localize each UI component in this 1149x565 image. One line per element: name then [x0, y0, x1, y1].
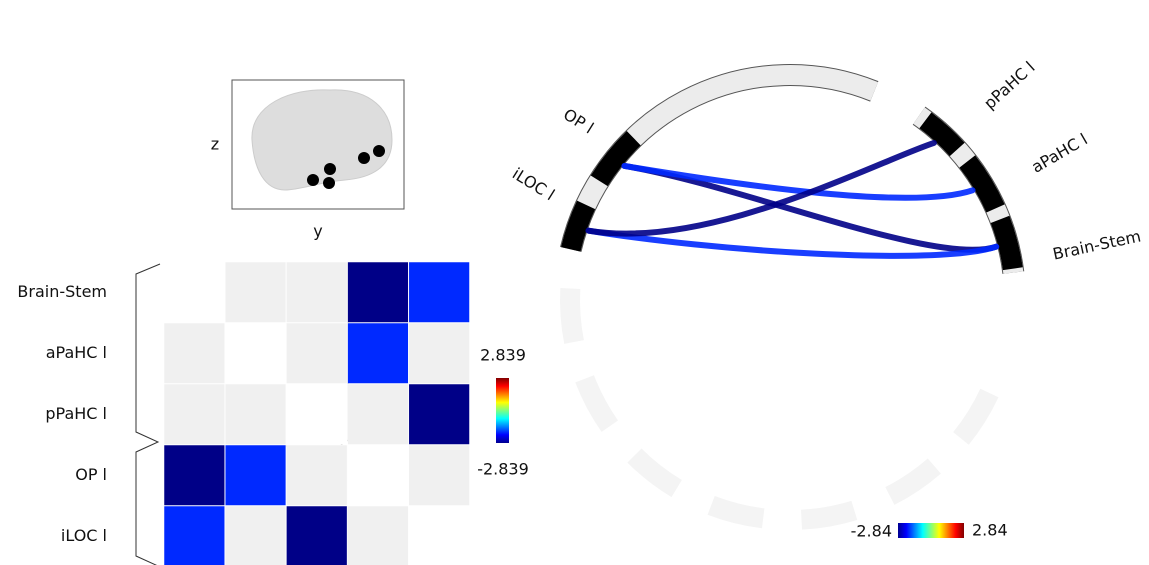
ring-segment	[585, 379, 610, 426]
link	[624, 166, 996, 250]
heatmap-cell	[225, 445, 286, 506]
heatmap-cell	[409, 384, 470, 445]
colorbar-label: 2.839	[480, 346, 526, 365]
ring-segment	[634, 456, 676, 489]
node-label: iLOC l	[509, 164, 558, 205]
heatmap-cell	[348, 262, 409, 323]
row-label: pPaHC l	[45, 404, 107, 423]
node-label: pPaHC l	[980, 58, 1039, 113]
roi-dot	[323, 177, 335, 189]
heatmap-cell	[164, 506, 225, 565]
row-label: Brain-Stem	[17, 282, 107, 301]
figure: z y Brain-StemaPaHC lpPaHC lOP liLOC l2.…	[0, 0, 1149, 565]
roi-dot	[358, 152, 370, 164]
heatmap-cell	[286, 323, 347, 384]
axis-label: y	[313, 222, 322, 241]
node-segment	[1000, 219, 1013, 268]
colorbar	[898, 523, 964, 538]
heatmap-cell	[348, 323, 409, 384]
heatmap-cell	[348, 384, 409, 445]
roi-dot	[307, 174, 319, 186]
heatmap-cell	[164, 445, 225, 506]
ring-segment	[961, 393, 989, 438]
heatmap-cell	[164, 384, 225, 445]
colorbar-label: -2.839	[477, 460, 529, 479]
link	[624, 166, 972, 198]
heatmap-cell	[286, 506, 347, 565]
axis-label: z	[211, 135, 219, 154]
brain-panel: z y	[211, 80, 404, 241]
heatmap-cell	[409, 262, 470, 323]
heatmap-cell	[409, 323, 470, 384]
connectogram: iLOC lOP l pPaHC l aPaHC l Brain-Stem -2.84 2…	[509, 58, 1143, 541]
node-label: Brain-Stem	[1051, 226, 1143, 263]
colorbar-label: 2.84	[972, 521, 1008, 540]
ring-segment	[570, 288, 574, 341]
heatmap-cell	[225, 323, 286, 384]
heatmap-cell	[286, 384, 347, 445]
heatmap-cell	[348, 506, 409, 565]
heatmap-cell	[225, 262, 286, 323]
brace	[136, 264, 160, 565]
node-label: aPaHC l	[1028, 130, 1091, 177]
colorbar	[496, 378, 509, 443]
node-label: OP l	[560, 105, 597, 138]
heatmap-cell	[225, 506, 286, 565]
row-label: aPaHC l	[46, 343, 107, 362]
heatmap: Brain-Stem aPaHC l pPaHC l OP l iLOC l 2.839 -…	[17, 262, 528, 565]
heatmap-cell	[409, 445, 470, 506]
heatmap-cell	[286, 445, 347, 506]
heatmap-cell	[164, 323, 225, 384]
heatmap-cell	[409, 506, 470, 565]
heatmap-cell	[164, 262, 225, 323]
heatmap-cell	[286, 262, 347, 323]
ring-segment	[802, 510, 855, 519]
roi-dot	[324, 163, 336, 175]
row-label: iLOC l	[61, 526, 107, 545]
ring-segment	[711, 505, 763, 518]
heatmap-cell	[348, 445, 409, 506]
ring-segment	[890, 466, 934, 496]
colorbar-label: -2.84	[851, 522, 892, 541]
roi-dot	[373, 145, 385, 157]
row-label: OP l	[75, 465, 107, 484]
heatmap-cell	[225, 384, 286, 445]
